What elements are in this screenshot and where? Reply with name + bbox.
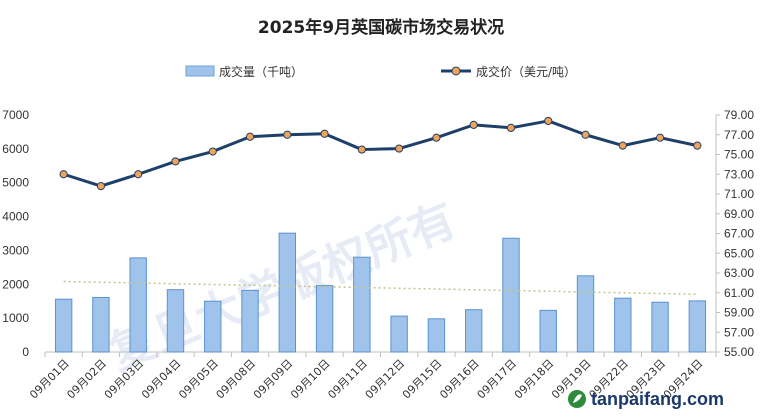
price-point — [544, 116, 553, 126]
site-logo: tanpaifang.com — [568, 389, 724, 409]
x-tick-label: 09月15日 — [400, 357, 445, 402]
y-left-tick-label: 4000 — [2, 210, 29, 224]
bar — [539, 309, 557, 353]
logo-text: tanpaifang.com — [591, 389, 724, 409]
y-right-tick-label: 59.00 — [724, 306, 754, 320]
chart-title: 2025年9月英国碳市场交易状况 — [258, 17, 504, 38]
y-left-tick-label: 2000 — [2, 277, 29, 291]
bar — [614, 297, 632, 353]
y-left-tick-label: 5000 — [2, 176, 29, 190]
bar — [353, 256, 371, 353]
price-point — [581, 130, 590, 139]
y-right-tick-label: 55.00 — [724, 345, 754, 359]
x-tick-label: 09月17日 — [475, 357, 520, 402]
price-point — [357, 145, 366, 154]
bar — [204, 300, 222, 353]
y-right-tick-label: 79.00 — [724, 108, 754, 122]
y-right-tick-label: 75.00 — [724, 148, 754, 162]
price-point — [283, 130, 292, 139]
bar — [54, 298, 73, 353]
bar — [502, 237, 520, 353]
y-right-tick-label: 65.00 — [724, 246, 754, 260]
legend: 成交量（千吨） 成交价（美元/吨） — [185, 64, 576, 79]
y-right-tick-label: 63.00 — [724, 266, 754, 280]
bar — [315, 285, 334, 353]
price-point — [59, 170, 68, 179]
y-left-tick-label: 3000 — [2, 243, 29, 257]
x-tick-label: 09月18日 — [512, 357, 557, 402]
y-right-tick-label: 57.00 — [724, 325, 754, 339]
bar — [390, 315, 408, 353]
y-right-tick-label: 73.00 — [724, 167, 754, 181]
price-point — [655, 133, 665, 142]
x-tick-label: 09月08日 — [214, 357, 259, 402]
x-tick-label: 09月05日 — [176, 357, 221, 402]
x-tick-label: 09月02日 — [64, 357, 109, 402]
bar — [427, 318, 446, 353]
price-point — [171, 157, 180, 166]
bar — [651, 301, 669, 353]
price-point — [432, 133, 441, 142]
y-left-tick-label: 0 — [22, 345, 29, 359]
bar — [576, 275, 595, 353]
leaf-shape — [573, 394, 582, 403]
y-left-tick-label: 6000 — [2, 142, 29, 156]
y-left-tick-label: 1000 — [2, 311, 29, 325]
x-tick-label: 09月09日 — [251, 357, 296, 402]
price-point — [693, 141, 702, 150]
price-point — [320, 129, 329, 138]
bar — [129, 257, 147, 353]
x-tick-label: 09月16日 — [437, 357, 482, 402]
legend-bar-swatch — [185, 65, 215, 77]
bar — [241, 289, 259, 353]
price-point — [618, 141, 627, 150]
bar — [688, 300, 707, 353]
y-right-tick-label: 61.00 — [724, 286, 754, 300]
price-point — [134, 170, 143, 179]
price-line — [63, 119, 698, 188]
bar-trendline — [63, 280, 698, 296]
x-tick-label: 09月11日 — [325, 357, 370, 402]
x-tick-label: 09月10日 — [288, 357, 333, 402]
y-right-tick-label: 77.00 — [724, 128, 754, 142]
legend-line-marker — [451, 66, 461, 76]
price-point — [395, 144, 404, 153]
price-point — [469, 120, 478, 129]
legend-bar-label: 成交量（千吨） — [219, 64, 303, 79]
bar — [92, 296, 110, 353]
y-left-tick-label: 7000 — [2, 108, 29, 122]
x-tick-label: 09月01日 — [27, 357, 72, 402]
bar — [464, 309, 483, 353]
price-point — [506, 123, 516, 132]
x-tick-label: 09月12日 — [363, 357, 408, 402]
price-point — [245, 132, 255, 141]
legend-line-label: 成交价（美元/吨） — [476, 64, 576, 79]
y-right-tick-label: 71.00 — [724, 187, 754, 201]
price-point — [208, 147, 217, 156]
price-point — [96, 182, 106, 191]
bar — [166, 289, 185, 353]
bar — [278, 232, 297, 353]
y-right-tick-label: 69.00 — [724, 207, 754, 221]
y-right-tick-label: 67.00 — [724, 227, 754, 241]
